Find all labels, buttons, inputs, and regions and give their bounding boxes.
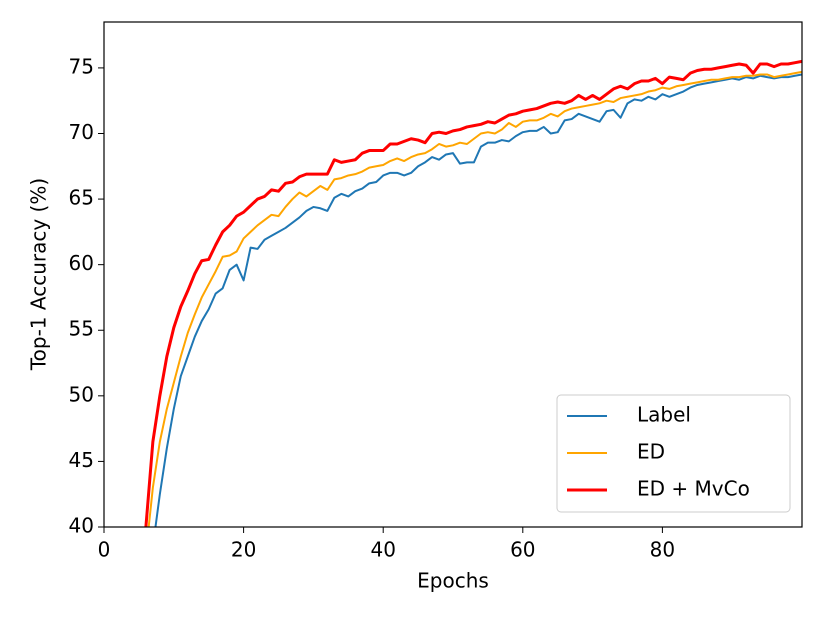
legend-label: Label [637, 403, 691, 427]
line [144, 59, 802, 527]
line [154, 73, 802, 527]
x-tick-label: 40 [370, 538, 395, 562]
y-tick-label: 55 [69, 317, 94, 341]
x-tick-label: 0 [98, 538, 111, 562]
y-tick-label: 40 [69, 514, 94, 538]
plot-frame [103, 21, 803, 528]
plot-area [144, 59, 802, 527]
x-tick-label: 20 [231, 538, 256, 562]
y-tick-label: 70 [69, 120, 94, 144]
legend-label: ED [637, 440, 665, 464]
x-tick-label: 60 [510, 538, 535, 562]
x-tick-label: 80 [650, 538, 675, 562]
y-tick-label: 65 [69, 186, 94, 210]
y-tick-label: 50 [69, 382, 94, 406]
line [147, 70, 802, 527]
legend-label: ED + MvCo [637, 477, 750, 501]
y-axis-label: Top-1 Accuracy (%) [27, 178, 51, 371]
y-tick-label: 45 [69, 448, 94, 472]
legend-box [556, 394, 791, 513]
y-tick-label: 60 [69, 251, 94, 275]
x-axis-label: Epochs [417, 569, 489, 593]
y-tick-label: 75 [69, 54, 94, 78]
